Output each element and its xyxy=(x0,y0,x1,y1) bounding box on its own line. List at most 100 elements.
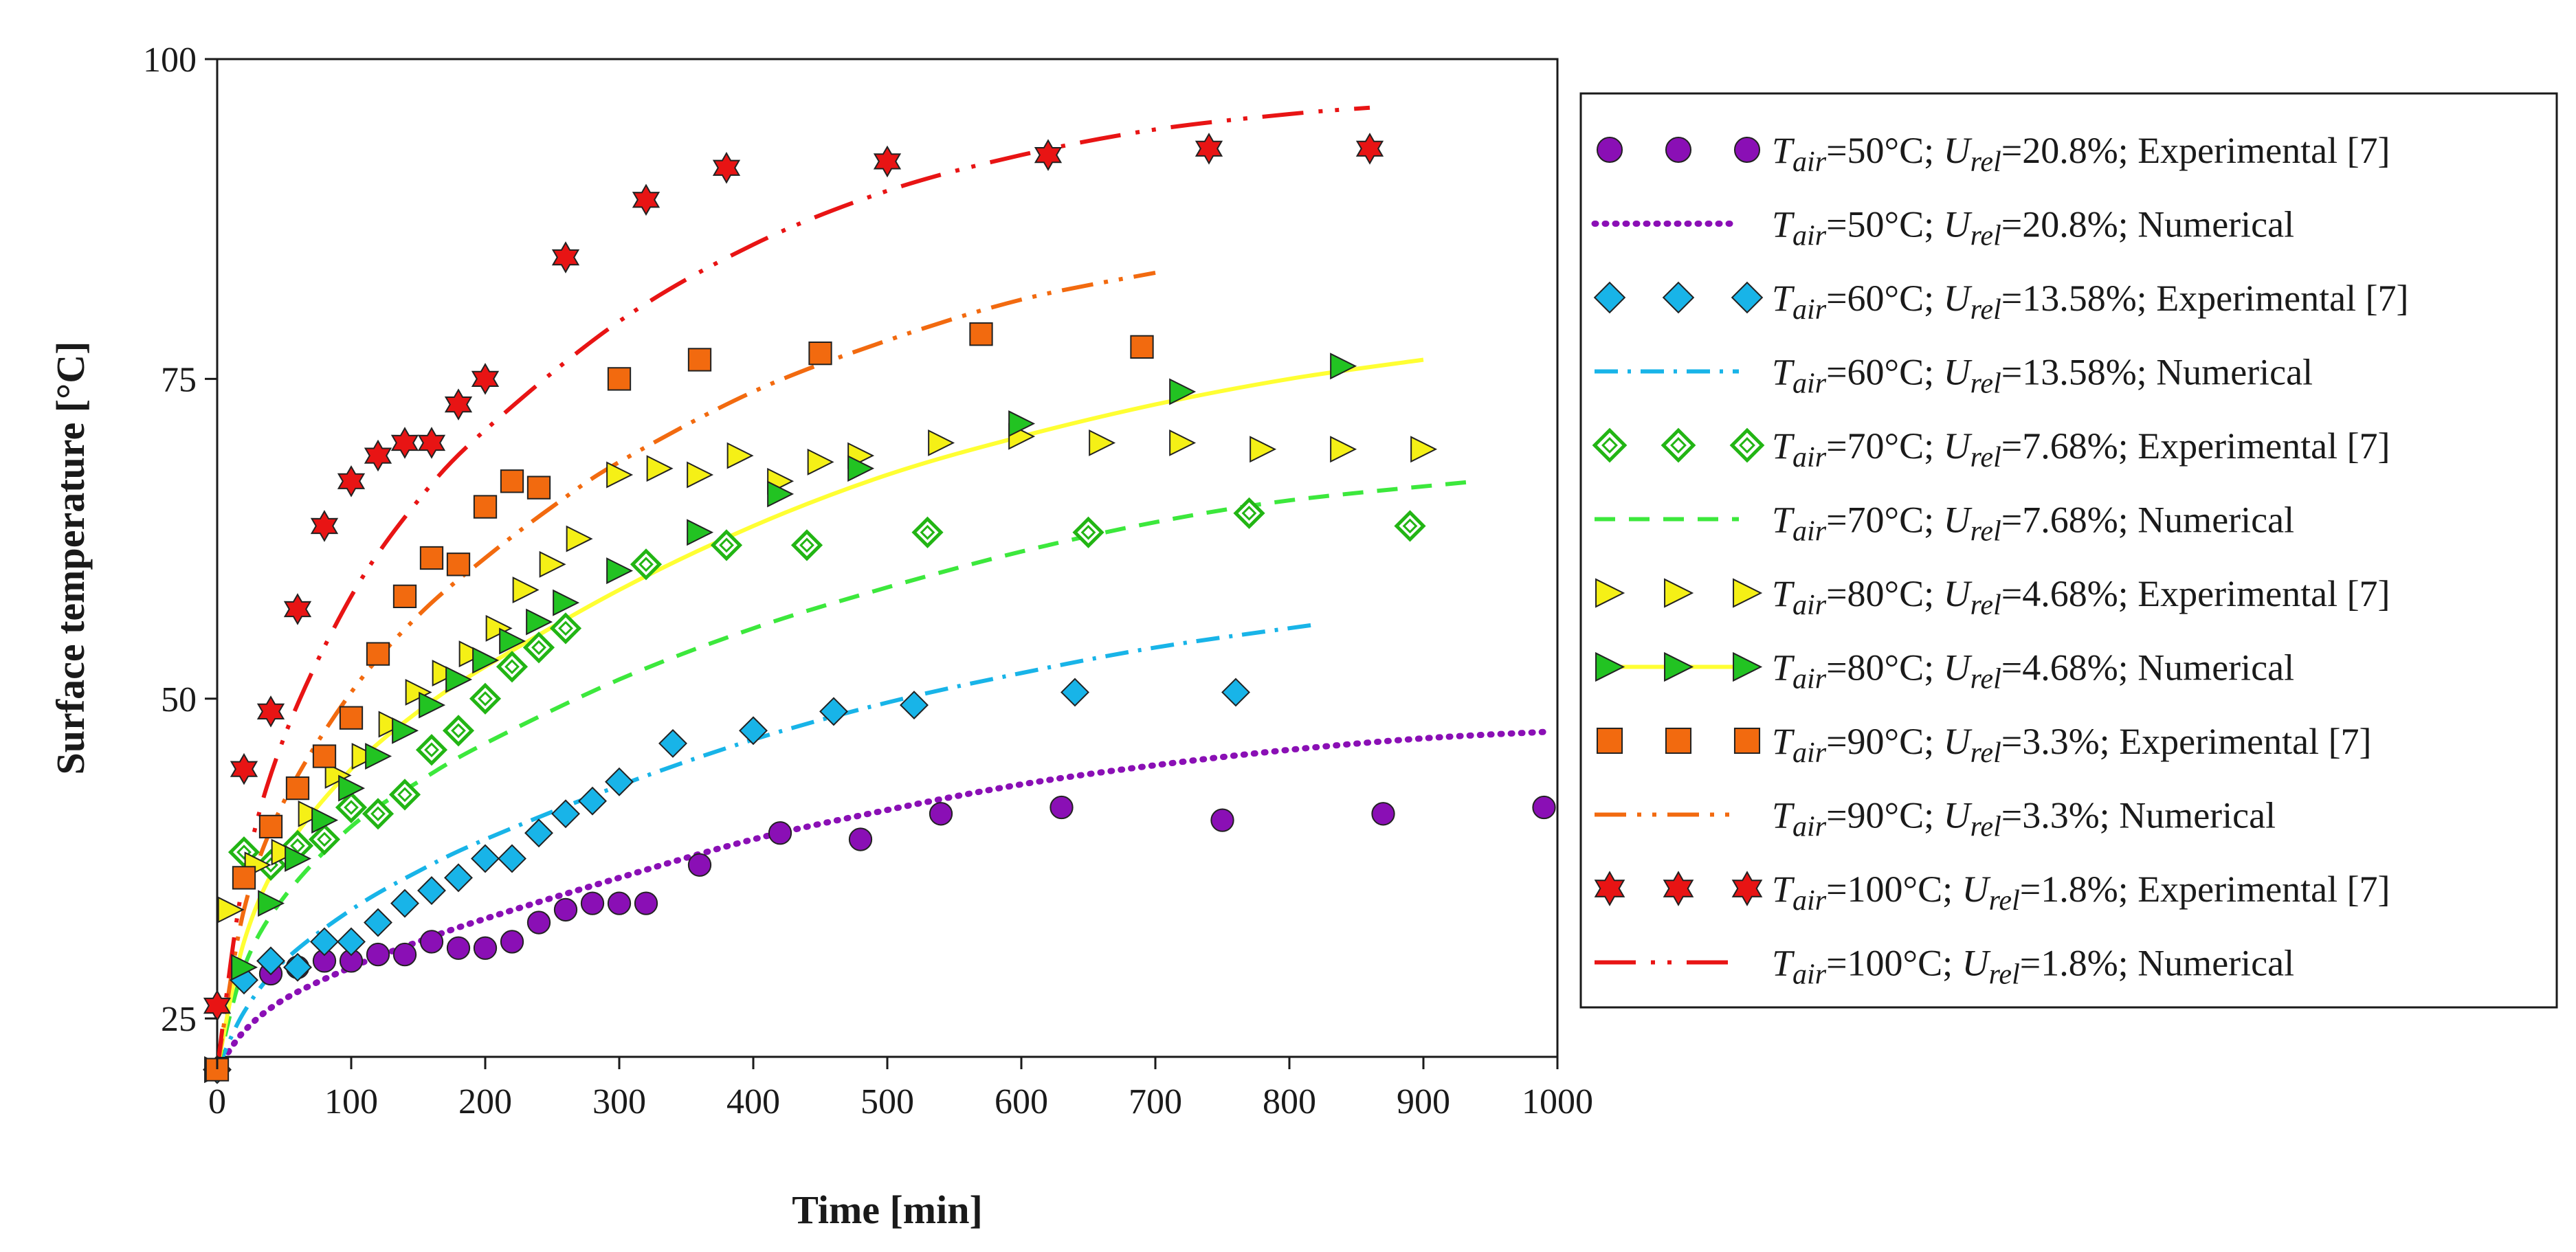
legend-marker xyxy=(1665,727,1692,754)
x-tick-label: 400 xyxy=(726,1082,780,1121)
data-point xyxy=(1410,436,1438,463)
data-point xyxy=(687,519,714,546)
data-point xyxy=(607,891,632,915)
legend-marker xyxy=(1733,578,1763,608)
data-point xyxy=(446,552,471,577)
data-point xyxy=(808,342,832,366)
data-point xyxy=(539,550,566,578)
data-point-inner xyxy=(531,640,546,656)
data-point xyxy=(351,743,379,770)
data-point xyxy=(366,942,390,967)
data-point xyxy=(419,546,444,570)
data-point xyxy=(526,608,553,636)
legend-marker xyxy=(1595,578,1625,608)
data-point xyxy=(417,876,446,905)
data-point xyxy=(499,627,526,655)
data-point xyxy=(419,930,444,954)
data-point xyxy=(1034,139,1063,171)
data-point-inner xyxy=(344,800,359,815)
data-point xyxy=(928,429,955,456)
legend-label: Tair=70°C; Urel=7.68%; Numerical xyxy=(1772,500,2294,548)
series-line-1 xyxy=(221,728,1547,1057)
data-point xyxy=(607,367,632,391)
data-point xyxy=(324,761,352,789)
data-point xyxy=(526,476,551,500)
data-point xyxy=(606,557,634,585)
data-point xyxy=(365,743,392,770)
data-point-inner xyxy=(639,557,654,572)
legend-marker xyxy=(1596,727,1623,754)
data-point xyxy=(256,695,285,728)
data-point xyxy=(471,363,500,395)
data-point xyxy=(1061,678,1089,707)
y-tick-label: 25 xyxy=(161,1000,197,1039)
legend-entry: Tair=100°C; Urel=1.8%; Experimental [7] xyxy=(1594,869,2390,917)
legend-label: Tair=70°C; Urel=7.68%; Experimental [7] xyxy=(1772,425,2390,473)
data-point xyxy=(848,827,873,851)
legend-entry: Tair=70°C; Urel=7.68%; Numerical xyxy=(1595,500,2294,548)
data-point xyxy=(578,786,607,816)
series-markers-6 xyxy=(204,423,1438,1084)
data-point xyxy=(500,930,524,954)
plot-frame xyxy=(216,58,1559,1058)
x-tick-label: 700 xyxy=(1129,1082,1182,1121)
data-point xyxy=(526,910,551,935)
data-point xyxy=(312,744,337,768)
data-point xyxy=(230,752,258,785)
data-point xyxy=(1532,795,1556,820)
data-point xyxy=(298,800,325,827)
series-markers-4 xyxy=(227,497,1426,881)
legend-entry: Tair=50°C; Urel=20.8%; Experimental [7] xyxy=(1596,130,2390,178)
marker-layer xyxy=(203,133,1556,1084)
data-point xyxy=(632,183,660,216)
x-tick-label: 900 xyxy=(1397,1082,1450,1121)
legend-marker xyxy=(1733,136,1761,164)
x-tick-label: 200 xyxy=(458,1082,512,1121)
legend-label: Tair=60°C; Urel=13.58%; Experimental [7] xyxy=(1772,278,2409,326)
data-point xyxy=(712,151,741,184)
data-point-inner xyxy=(370,806,386,822)
data-point xyxy=(929,802,953,826)
data-point xyxy=(847,455,875,482)
data-point xyxy=(338,774,366,802)
data-point xyxy=(232,866,256,890)
data-point xyxy=(337,927,366,957)
data-point xyxy=(634,891,658,915)
x-tick-label: 1000 xyxy=(1522,1082,1593,1121)
data-point-inner xyxy=(451,723,466,739)
data-point-inner xyxy=(799,537,814,553)
series-layer xyxy=(203,105,1556,1084)
series-line-9 xyxy=(217,270,1156,1057)
data-point xyxy=(500,469,524,493)
data-point xyxy=(271,838,298,866)
legend-marker xyxy=(1596,136,1623,164)
legend-marker xyxy=(1594,871,1625,906)
data-point-inner xyxy=(1080,524,1096,540)
legend-marker-inner xyxy=(1739,437,1755,454)
data-point xyxy=(900,691,929,720)
data-point xyxy=(1355,133,1384,165)
data-point xyxy=(687,461,714,489)
data-point xyxy=(1169,429,1197,456)
legend-marker xyxy=(1593,281,1626,314)
data-point xyxy=(605,767,634,796)
legend-entry: Tair=60°C; Urel=13.58%; Numerical xyxy=(1595,352,2313,400)
legend-entry: Tair=100°C; Urel=1.8%; Numerical xyxy=(1595,943,2294,991)
legend-marker xyxy=(1733,651,1763,682)
x-tick-label: 100 xyxy=(324,1082,378,1121)
data-point-inner xyxy=(558,621,573,636)
x-axis-title: Time [min] xyxy=(792,1187,983,1232)
data-point xyxy=(1330,436,1357,463)
data-point-inner xyxy=(920,524,935,540)
legend-marker xyxy=(1664,578,1694,608)
data-point-inner xyxy=(719,537,734,553)
data-point xyxy=(1130,335,1154,359)
data-point xyxy=(1169,378,1197,405)
data-point xyxy=(1330,353,1357,380)
data-point xyxy=(726,442,754,469)
data-point xyxy=(485,614,513,642)
data-point-inner xyxy=(424,742,439,758)
legend-marker xyxy=(1662,281,1695,314)
series-line-5 xyxy=(218,479,1478,1057)
